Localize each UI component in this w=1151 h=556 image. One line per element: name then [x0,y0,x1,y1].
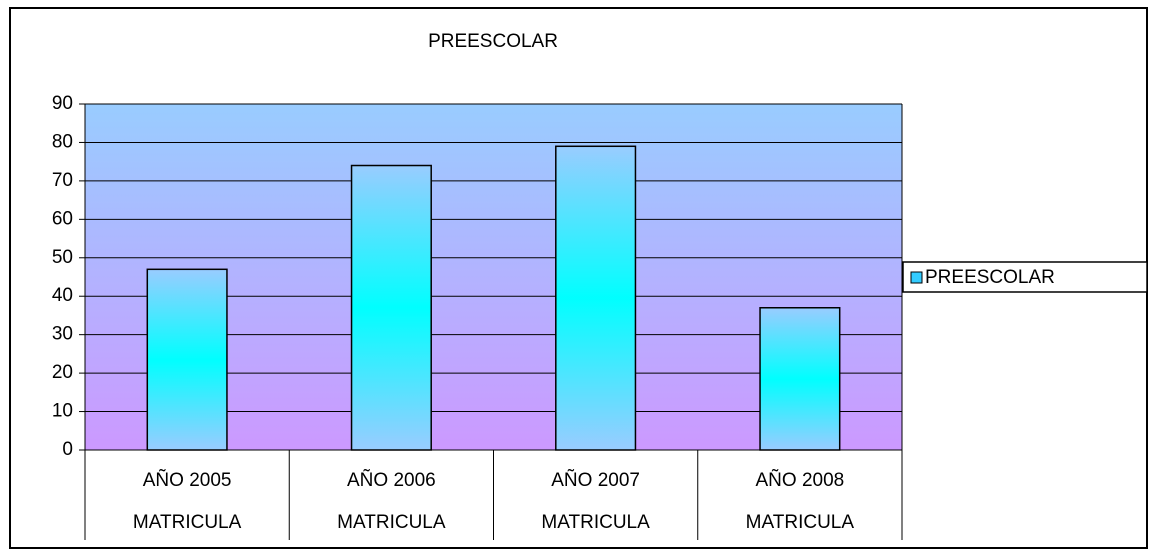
bar [146,268,228,451]
x-tick-label: AÑO 2005 [143,469,232,491]
x-group-label: MATRICULA [133,512,242,533]
y-tick-label: 30 [52,324,73,345]
bar [350,164,432,451]
bar [555,145,637,451]
y-tick-label: 40 [52,285,73,306]
y-tick-label: 80 [52,131,73,152]
x-group-label: MATRICULA [746,512,855,533]
y-tick-label: 60 [52,208,73,229]
y-tick-label: 70 [52,170,73,191]
x-group-label: MATRICULA [541,512,650,533]
x-tick-label: AÑO 2006 [347,469,436,491]
y-tick-label: 0 [62,439,73,460]
x-tick-label: AÑO 2007 [551,469,640,491]
legend-box [902,261,1148,293]
legend-swatch [910,271,923,284]
y-tick-label: 20 [52,362,73,383]
y-tick-label: 90 [52,93,73,114]
y-tick-label: 10 [52,401,73,422]
chart-title: PREESCOLAR [428,31,558,52]
x-tick-label: AÑO 2008 [756,469,845,491]
legend-label: PREESCOLAR [925,267,1055,288]
y-tick-label: 50 [52,247,73,268]
bar [759,307,841,451]
x-group-label: MATRICULA [337,512,446,533]
